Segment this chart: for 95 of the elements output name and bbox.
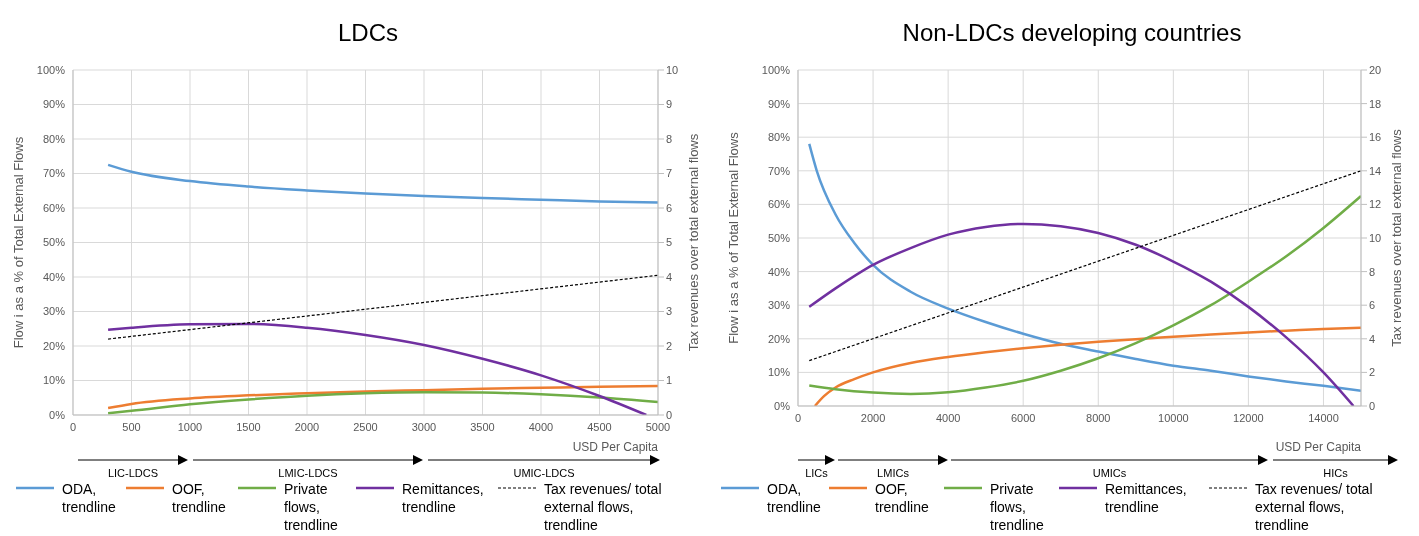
legend-label: Tax revenues/ total external flows, trendline: [1255, 480, 1374, 534]
line-series: [106, 163, 658, 204]
text: UMICs: [1091, 467, 1128, 479]
text: LICs: [804, 467, 829, 479]
x-tick-label: 2500: [353, 420, 378, 433]
legend-label: Private flows, trendline: [284, 480, 339, 534]
y-tick-label: 30%: [42, 305, 66, 318]
x-tick-label: 14000: [1308, 411, 1339, 424]
y2-axis-title: Tax revenues over total external flows: [1388, 128, 1404, 347]
legend-label: ODA, trendline: [767, 480, 822, 516]
y2-tick-label: 7: [666, 167, 673, 180]
text: LIC-LDCS: [106, 467, 160, 479]
y-axis-title: Flow i as a % of Total External Flows: [10, 136, 26, 349]
y2-tick-label: 0: [1369, 399, 1376, 412]
y-tick-label: 10%: [42, 374, 66, 387]
y2-tick-label: 8: [1369, 265, 1376, 278]
x-tick-label: 4000: [528, 420, 554, 433]
y-tick-label: 100%: [761, 63, 791, 76]
x-tick-label: 4500: [587, 420, 612, 433]
y2-tick-label: 3: [666, 305, 673, 318]
y-tick-label: 20%: [42, 339, 66, 352]
y-tick-label: 40%: [767, 265, 791, 278]
x-tick-label: 500: [122, 420, 141, 433]
y2-tick-label: 6: [1369, 299, 1376, 312]
y-tick-label: 70%: [767, 164, 791, 177]
x-tick-label: 0: [69, 420, 77, 433]
text: HICs: [1322, 467, 1349, 479]
y2-tick-label: 6: [666, 201, 673, 214]
x-tick-label: 1500: [236, 420, 261, 433]
y2-tick-label: 4: [1369, 332, 1376, 345]
x-tick-label: 0: [794, 411, 802, 424]
x-tick-label: 8000: [1086, 411, 1111, 424]
x-tick-label: 2000: [860, 411, 886, 424]
y-tick-label: 50%: [42, 236, 66, 249]
y-tick-label: 70%: [42, 167, 66, 180]
y-tick-label: 60%: [767, 198, 791, 211]
y-tick-label: 40%: [42, 270, 66, 283]
y-tick-label: 100%: [36, 63, 66, 76]
y-tick-label: 80%: [767, 131, 791, 144]
y2-tick-label: 5: [666, 236, 673, 249]
x-tick-label: 5000: [645, 420, 671, 433]
y-tick-label: 80%: [42, 132, 66, 145]
y2-tick-label: 2: [666, 339, 673, 352]
text: LMICs: [876, 467, 910, 479]
y2-tick-label: 4: [666, 270, 673, 283]
y2-axis-title: Tax revenues over total external flows: [685, 133, 701, 352]
text: LMIC-LDCS: [277, 467, 339, 479]
y-axis-title: Flow i as a % of Total External Flows: [725, 131, 741, 344]
legend-label: Private flows, trendline: [990, 480, 1045, 534]
legend-label: Tax revenues/ total external flows, trendline: [544, 480, 662, 534]
line-series: [808, 142, 1361, 393]
x-tick-label: 4000: [935, 411, 961, 424]
x-tick-label: 1000: [177, 420, 203, 433]
x-tick-label: 12000: [1233, 411, 1264, 424]
y2-tick-label: 16: [1369, 131, 1382, 144]
x-axis-title: USD Per Capita: [572, 440, 658, 454]
line-series: [106, 322, 648, 415]
x-tick-label: 3500: [470, 420, 495, 433]
line-series: [106, 390, 658, 415]
y-tick-label: 50%: [767, 231, 791, 244]
y2-tick-label: 14: [1369, 164, 1382, 177]
y2-tick-label: 20: [1369, 63, 1382, 76]
text: UMIC-LDCS: [512, 467, 576, 479]
line-series: [106, 384, 658, 410]
legend-label: OOF, trendline: [875, 480, 930, 516]
y2-tick-label: 8: [666, 132, 673, 145]
y-tick-label: 90%: [767, 97, 791, 110]
y2-tick-label: 2: [1369, 366, 1376, 379]
y2-tick-label: 10: [666, 63, 679, 76]
legend-label: Remittances, trendline: [1105, 480, 1188, 516]
y-tick-label: 0%: [774, 399, 791, 412]
line-series: [808, 222, 1355, 406]
y-tick-label: 20%: [767, 332, 791, 345]
y2-tick-label: 1: [666, 374, 673, 387]
y-tick-label: 30%: [767, 299, 791, 312]
x-tick-label: 10000: [1158, 411, 1189, 424]
x-tick-label: 2000: [294, 420, 320, 433]
y2-tick-label: 9: [666, 98, 673, 111]
y-tick-label: 90%: [42, 98, 66, 111]
chart-title: LDCs: [337, 18, 399, 48]
x-tick-label: 3000: [411, 420, 437, 433]
y2-tick-label: 18: [1369, 97, 1382, 110]
y2-tick-label: 10: [1369, 231, 1382, 244]
y2-tick-label: 12: [1369, 198, 1382, 211]
chart-title: Non-LDCs developing countries: [901, 18, 1243, 48]
line-series: [813, 326, 1361, 406]
y-tick-label: 60%: [42, 201, 66, 214]
y-tick-label: 0%: [49, 408, 66, 421]
legend-label: OOF, trendline: [172, 480, 227, 516]
legend-label: ODA, trendline: [62, 480, 117, 516]
legend-label: Remittances, trendline: [402, 480, 485, 516]
x-axis-title: USD Per Capita: [1275, 440, 1361, 454]
line-series: [808, 194, 1361, 396]
x-tick-label: 6000: [1010, 411, 1036, 424]
y-tick-label: 10%: [767, 366, 791, 379]
